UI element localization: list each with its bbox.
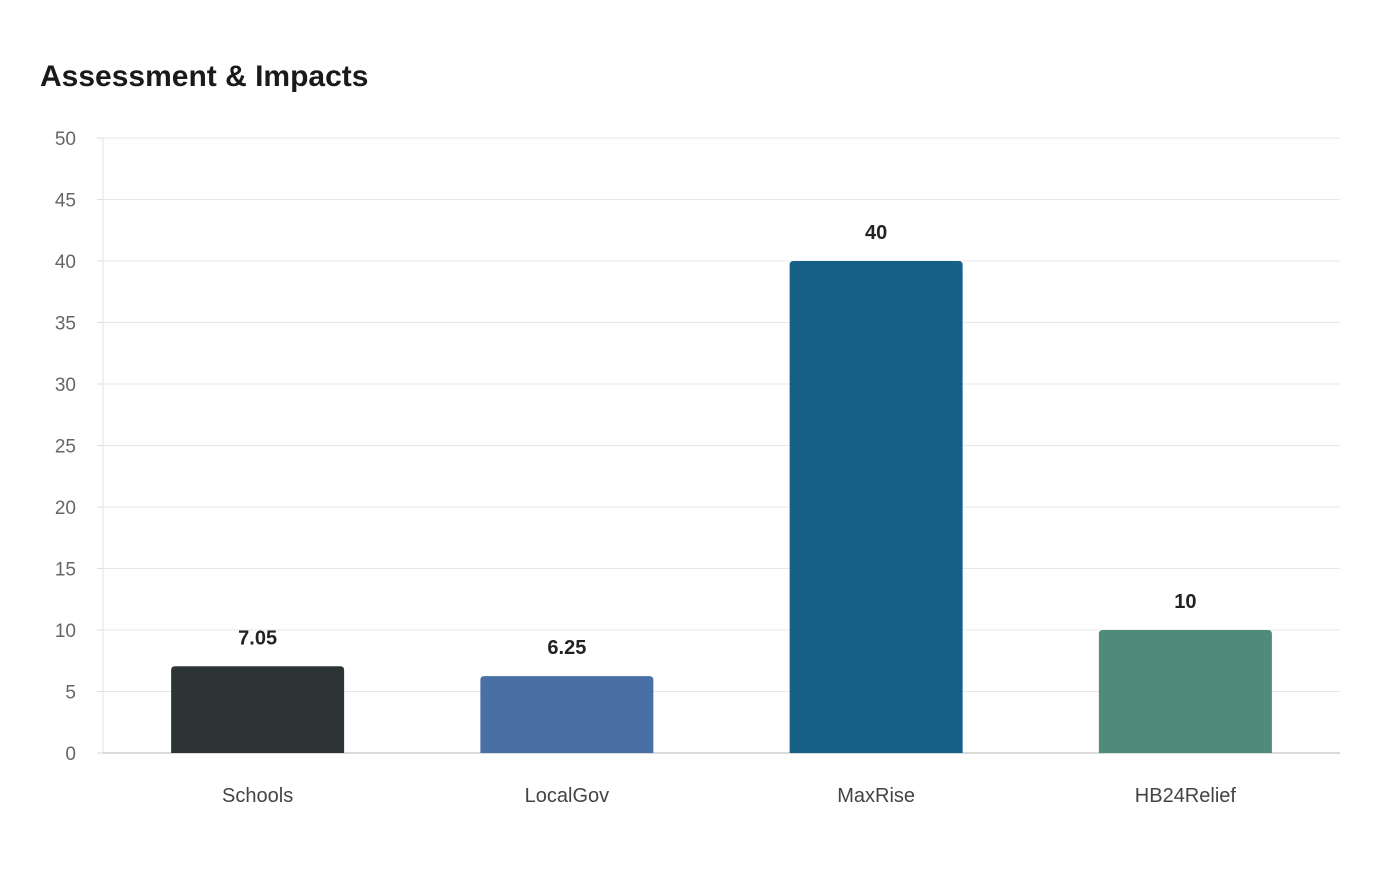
x-tick-label: HB24Relief bbox=[1135, 785, 1237, 807]
y-tick-label: 15 bbox=[55, 560, 76, 581]
y-tick-label: 45 bbox=[55, 191, 76, 212]
data-label: 10 bbox=[1174, 591, 1196, 613]
bar-localgov bbox=[480, 676, 654, 753]
bar-hb24relief bbox=[1098, 630, 1272, 753]
bar-schools bbox=[171, 666, 345, 753]
bar-maxrise bbox=[789, 261, 963, 753]
y-tick-label: 0 bbox=[65, 744, 76, 765]
y-tick-label: 50 bbox=[55, 129, 76, 150]
x-tick-label: LocalGov bbox=[525, 785, 610, 807]
y-tick-label: 35 bbox=[55, 314, 76, 335]
x-tick-label: MaxRise bbox=[837, 785, 915, 807]
y-tick-label: 5 bbox=[65, 683, 76, 704]
x-tick-label: Schools bbox=[222, 785, 293, 807]
y-tick-label: 30 bbox=[55, 375, 76, 396]
chart-title: Assessment & Impacts bbox=[40, 60, 369, 93]
y-tick-label: 10 bbox=[55, 621, 76, 642]
data-label: 7.05 bbox=[238, 627, 277, 649]
y-tick-label: 40 bbox=[55, 252, 76, 273]
data-label: 6.25 bbox=[547, 637, 586, 659]
data-label: 40 bbox=[865, 222, 887, 244]
y-tick-label: 25 bbox=[55, 437, 76, 458]
y-tick-label: 20 bbox=[55, 498, 76, 519]
